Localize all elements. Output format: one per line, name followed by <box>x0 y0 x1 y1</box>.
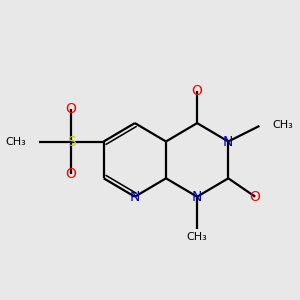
Text: S: S <box>67 134 76 148</box>
Text: O: O <box>66 167 76 181</box>
Text: N: N <box>192 190 202 204</box>
Text: CH₃: CH₃ <box>187 232 208 242</box>
Text: N: N <box>130 190 140 204</box>
Text: CH₃: CH₃ <box>5 136 26 146</box>
Text: O: O <box>250 190 261 204</box>
Text: CH₃: CH₃ <box>272 119 293 130</box>
Text: O: O <box>66 102 76 116</box>
Text: N: N <box>223 134 233 148</box>
Text: O: O <box>192 83 203 98</box>
